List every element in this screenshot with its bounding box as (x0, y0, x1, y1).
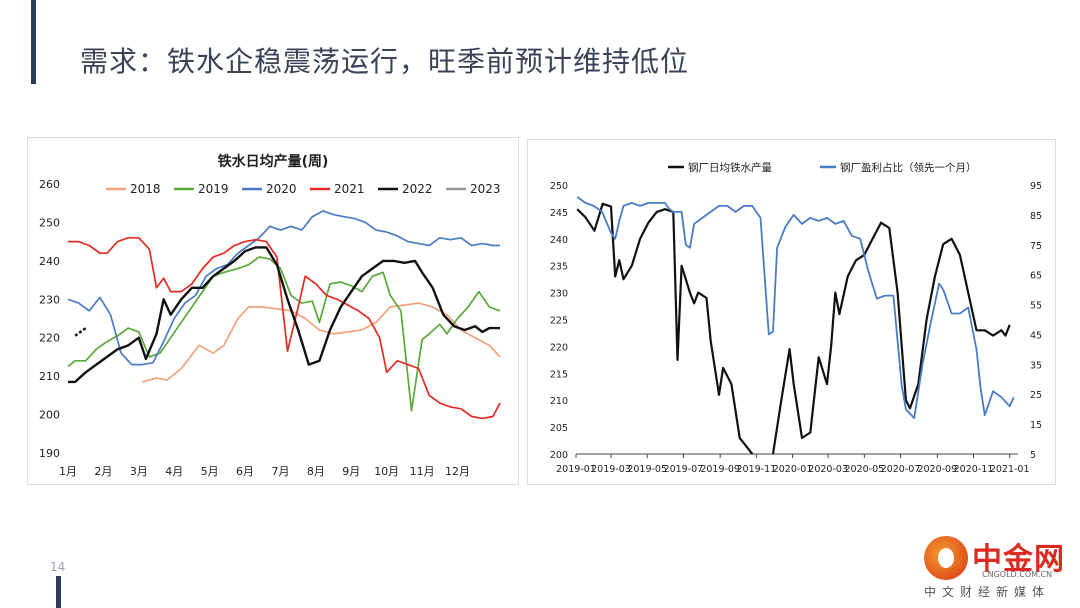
legend-label: 2018 (130, 182, 161, 196)
y-left-tick-label: 205 (550, 423, 568, 434)
series-line-2020 (67, 210, 500, 366)
x-tick-label: 2021-01 (990, 464, 1030, 475)
hot-metal-vs-profit-chart-svg: 200 205 210 215 220 225 230 235 240 245 250 5 15 25 35… (550, 161, 1042, 475)
series-line-2023-fragment (74, 327, 87, 337)
x-tick-label: 2019-05 (627, 464, 667, 475)
x-tick-label: 2020-05 (844, 464, 884, 475)
y-left-tick-label: 240 (550, 235, 568, 246)
y-left-tick-label: 210 (550, 396, 568, 407)
y-right-tick-label: 5 (1030, 450, 1036, 461)
series-line-profit-ratio (576, 196, 1015, 419)
y-left-tick-label: 230 (550, 289, 568, 300)
legend-label: 2021 (334, 182, 365, 196)
y-right-tick-label: 85 (1030, 211, 1042, 222)
legend-label: 2020 (266, 182, 297, 196)
y-tick-label: 250 (39, 216, 60, 229)
x-tick-label: 12月 (445, 465, 470, 478)
series-line-2021 (68, 236, 501, 420)
logo-name: 中金网 (972, 542, 1065, 577)
x-tick-label: 2月 (94, 465, 112, 478)
logo-tagline: 中文财经新媒体 (924, 585, 1051, 599)
y-right-tick-label: 75 (1030, 241, 1042, 252)
y-right-tick-label: 95 (1030, 181, 1042, 192)
x-tick-label: 2020-11 (954, 464, 994, 475)
x-tick-label: 6月 (236, 465, 254, 478)
x-tick-label: 2020-09 (917, 464, 957, 475)
legend-label: 2022 (402, 182, 433, 196)
x-tick-label: 2020-07 (881, 464, 921, 475)
hot-metal-weekly-chart-svg: 铁水日均产量(周) 190 200 210 220 230 240 250 260 1月 2月 3月 4… (39, 153, 501, 478)
series-line-hot-metal (576, 202, 1011, 454)
logo-mark-icon (924, 536, 968, 580)
y-tick-label: 200 (39, 409, 60, 422)
hot-metal-vs-profit-chart: 200 205 210 215 220 225 230 235 240 245 250 5 15 25 35… (527, 139, 1056, 485)
y-tick-label: 220 (39, 332, 60, 345)
x-tick-label: 1月 (59, 465, 77, 478)
x-tick-label: 2019-07 (664, 464, 704, 475)
y-tick-label: 230 (39, 293, 60, 306)
series-line-2019 (67, 256, 501, 412)
y-right-tick-label: 65 (1030, 271, 1042, 282)
y-left-tick-label: 215 (550, 369, 568, 380)
page-number: 14 (50, 560, 66, 574)
legend-label: 钢厂日均铁水产量 (688, 161, 772, 174)
y-left-tick-label: 220 (550, 342, 568, 353)
y-left-tick-label: 245 (550, 208, 568, 219)
y-right-tick-label: 35 (1030, 360, 1042, 371)
y-tick-label: 210 (39, 370, 60, 383)
y-right-tick-label: 25 (1030, 390, 1042, 401)
legend-label: 2019 (198, 182, 229, 196)
y-left-tick-label: 235 (550, 262, 568, 273)
y-right-tick-label: 45 (1030, 330, 1042, 341)
x-tick-label: 11月 (410, 465, 435, 478)
hot-metal-weekly-chart: 铁水日均产量(周) 190 200 210 220 230 240 250 260 1月 2月 3月 4… (27, 137, 519, 485)
y-left-tick-label: 225 (550, 316, 568, 327)
y-left-tick-label: 250 (550, 181, 568, 192)
x-tick-label: 10月 (374, 465, 399, 478)
x-tick-label: 2019-03 (591, 464, 631, 475)
x-tick-label: 9月 (342, 465, 360, 478)
series-line-2022 (68, 246, 500, 384)
x-tick-label: 8月 (307, 465, 325, 478)
x-tick-label: 2020-03 (808, 464, 848, 475)
x-tick-label: 2019-01 (556, 464, 596, 475)
header-accent-bar (31, 0, 36, 84)
y-right-tick-label: 55 (1030, 301, 1042, 312)
y-right-tick-label: 15 (1030, 420, 1042, 431)
x-tick-label: 4月 (165, 465, 183, 478)
y-left-tick-label: 200 (550, 450, 568, 461)
x-tick-label: 7月 (271, 465, 289, 478)
x-tick-label: 5月 (201, 465, 219, 478)
x-tick-label: 2019-11 (737, 464, 777, 475)
legend-label: 钢厂盈利占比（领先一个月） (840, 161, 977, 174)
x-tick-label: 2019-09 (700, 464, 740, 475)
logo-domain: CNGOLD.COM.CN (982, 570, 1053, 579)
legend-label: 2023 (470, 182, 501, 196)
footer-accent-bar (56, 576, 61, 608)
page-title: 需求：铁水企稳震荡运行，旺季前预计维持低位 (80, 45, 690, 78)
y-tick-label: 240 (39, 255, 60, 268)
chart-title: 铁水日均产量(周) (218, 153, 329, 170)
y-tick-label: 190 (39, 447, 60, 460)
y-tick-label: 260 (39, 178, 60, 191)
x-tick-label: 3月 (130, 465, 148, 478)
logo: 中金网 CNGOLD.COM.CN 中文财经新媒体 (912, 530, 1080, 608)
x-tick-label: 2020-01 (773, 464, 813, 475)
